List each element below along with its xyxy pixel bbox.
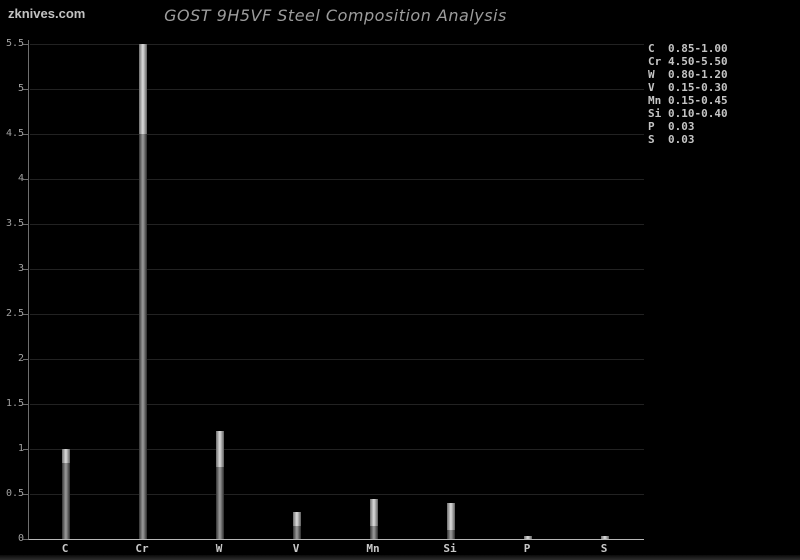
- y-tick-mark-0.5: [23, 494, 28, 495]
- y-tick-label-4.5: 4.5: [5, 128, 24, 139]
- legend-row-Mn: Mn 0.15-0.45: [648, 94, 728, 107]
- y-tick-mark-0: [23, 539, 28, 540]
- bar-range-Mn: [370, 498, 378, 526]
- bar-range-W: [216, 431, 224, 467]
- bar-range-C: [62, 449, 70, 463]
- legend-symbol-C: C: [648, 42, 655, 55]
- x-tick-label-Cr: Cr: [135, 542, 149, 555]
- legend-value-S: 0.03: [668, 133, 695, 146]
- bar-base-Mn: [370, 525, 378, 539]
- y-tick-label-5.5: 5.5: [5, 38, 24, 49]
- y-tick-label-2.5: 2.5: [5, 308, 24, 319]
- gridline-3.5: [30, 224, 644, 225]
- bar-base-Si: [447, 530, 455, 539]
- y-tick-label-2: 2: [17, 353, 24, 364]
- gridline-4.5: [30, 134, 644, 135]
- y-tick-label-5: 5: [17, 83, 24, 94]
- legend-value-Si: 0.10-0.40: [668, 107, 728, 120]
- gridline-2: [30, 359, 644, 360]
- gridline-5: [30, 89, 644, 90]
- x-tick-label-Si: Si: [443, 542, 457, 555]
- y-tick-label-3.5: 3.5: [5, 218, 24, 229]
- x-tick-label-W: W: [215, 542, 223, 555]
- gridline-5.5: [30, 44, 644, 45]
- legend-value-W: 0.80-1.20: [668, 68, 728, 81]
- legend-value-C: 0.85-1.00: [668, 42, 728, 55]
- legend-row-C: C 0.85-1.00: [648, 42, 728, 55]
- bar-base-Cr: [139, 134, 147, 539]
- bar-base-V: [293, 525, 301, 539]
- legend-symbol-Mn: Mn: [648, 94, 662, 107]
- y-tick-label-0: 0: [17, 533, 24, 544]
- legend-row-S: S 0.03: [648, 133, 728, 146]
- y-tick-mark-3.5: [23, 224, 28, 225]
- legend-row-P: P 0.03: [648, 120, 728, 133]
- x-tick-label-C: C: [61, 542, 69, 555]
- legend-symbol-Cr: Cr: [648, 55, 662, 68]
- y-tick-mark-3: [23, 269, 28, 270]
- legend: C 0.85-1.00 Cr 4.50-5.50 W 0.80-1.20 V 0.15-0.3…: [648, 42, 728, 146]
- x-tick-label-S: S: [600, 542, 608, 555]
- x-tick-label-P: P: [523, 542, 531, 555]
- gridline-3: [30, 269, 644, 270]
- watermark: zknives.com: [8, 6, 86, 21]
- gridline-1: [30, 449, 644, 450]
- gridline-2.5: [30, 314, 644, 315]
- gridline-0.5: [30, 494, 644, 495]
- bar-base-W: [216, 467, 224, 539]
- legend-row-W: W 0.80-1.20: [648, 68, 728, 81]
- y-tick-mark-4.5: [23, 134, 28, 135]
- y-tick-mark-1: [23, 449, 28, 450]
- y-tick-label-1.5: 1.5: [5, 398, 24, 409]
- bar-base-C: [62, 462, 70, 539]
- legend-row-Si: Si 0.10-0.40: [648, 107, 728, 120]
- x-tick-label-Mn: Mn: [366, 542, 380, 555]
- y-tick-mark-1.5: [23, 404, 28, 405]
- x-tick-label-V: V: [292, 542, 300, 555]
- y-tick-mark-5.5: [23, 44, 28, 45]
- legend-row-Cr: Cr 4.50-5.50: [648, 55, 728, 68]
- y-tick-mark-2: [23, 359, 28, 360]
- y-tick-mark-5: [23, 89, 28, 90]
- legend-value-P: 0.03: [668, 120, 695, 133]
- gridline-1.5: [30, 404, 644, 405]
- y-tick-label-3: 3: [17, 263, 24, 274]
- y-tick-mark-2.5: [23, 314, 28, 315]
- bottom-edge: [0, 555, 800, 560]
- plot-area: [28, 40, 644, 540]
- chart-title: GOST 9H5VF Steel Composition Analysis: [164, 6, 507, 25]
- gridline-4: [30, 179, 644, 180]
- legend-symbol-V: V: [648, 81, 655, 94]
- legend-value-V: 0.15-0.30: [668, 81, 728, 94]
- bar-range-P: [524, 536, 532, 539]
- legend-symbol-Si: Si: [648, 107, 662, 120]
- bar-range-V: [293, 512, 301, 526]
- bar-range-S: [601, 536, 609, 539]
- legend-symbol-P: P: [648, 120, 655, 133]
- legend-symbol-S: S: [648, 133, 655, 146]
- legend-value-Cr: 4.50-5.50: [668, 55, 728, 68]
- legend-value-Mn: 0.15-0.45: [668, 94, 728, 107]
- bar-range-Si: [447, 503, 455, 530]
- y-tick-label-4: 4: [17, 173, 24, 184]
- y-tick-label-1: 1: [17, 443, 24, 454]
- bar-range-Cr: [139, 44, 147, 134]
- y-tick-mark-4: [23, 179, 28, 180]
- y-tick-label-0.5: 0.5: [5, 488, 24, 499]
- legend-symbol-W: W: [648, 68, 655, 81]
- legend-row-V: V 0.15-0.30: [648, 81, 728, 94]
